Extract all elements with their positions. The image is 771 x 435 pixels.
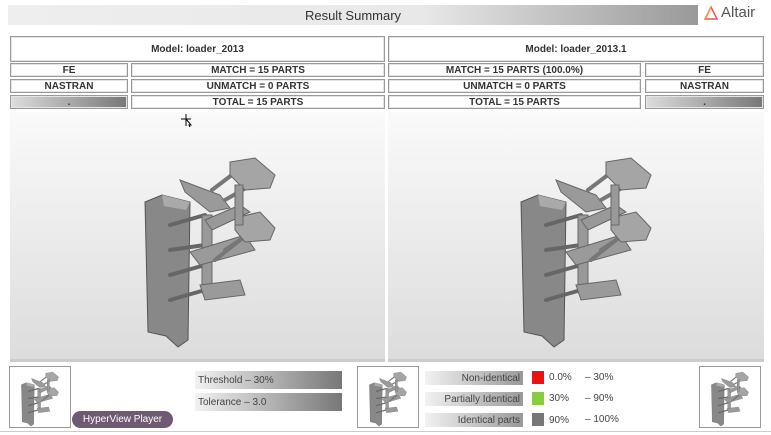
left-solver: NASTRAN: [10, 79, 128, 93]
legend-label-non-identical: Non-identical: [425, 371, 523, 385]
page-title: Result Summary: [304, 7, 402, 23]
right-color-bar: .: [645, 95, 764, 109]
left-total: TOTAL = 15 PARTS: [131, 95, 385, 109]
loader-thumbnail-icon: [20, 371, 60, 427]
right-model-viewport[interactable]: [388, 112, 764, 362]
left-thumbnail[interactable]: [9, 366, 71, 428]
right-solver-type: FE: [645, 63, 764, 77]
title-bar: Result Summary: [8, 5, 698, 25]
center-thumbnail[interactable]: [357, 366, 419, 428]
left-solver-type: FE: [10, 63, 128, 77]
left-model-name: Model: loader_2013: [10, 36, 385, 62]
loader-model: [519, 156, 653, 349]
left-unmatch: UNMATCH = 0 PARTS: [131, 79, 385, 93]
loader-model: [143, 156, 277, 349]
legend-swatch-red: [532, 371, 544, 384]
right-total: TOTAL = 15 PARTS: [388, 95, 641, 109]
left-match: MATCH = 15 PARTS: [131, 63, 385, 77]
legend-label-identical: Identical parts: [425, 413, 523, 427]
right-match: MATCH = 15 PARTS (100.0%): [388, 63, 641, 77]
move-cursor-icon: [181, 114, 193, 128]
legend-swatch-green: [532, 392, 544, 405]
loader-thumbnail-icon: [368, 371, 408, 427]
hyperview-player-button[interactable]: HyperView Player: [72, 411, 173, 428]
right-unmatch: UNMATCH = 0 PARTS: [388, 79, 641, 93]
loader-thumbnail-icon: [710, 371, 750, 427]
legend-swatch-gray: [532, 413, 544, 426]
left-model-viewport[interactable]: [10, 112, 385, 362]
right-model-name: Model: loader_2013.1: [388, 36, 764, 62]
left-color-bar: .: [10, 95, 128, 109]
right-solver: NASTRAN: [645, 79, 764, 93]
legend-label-partially-identical: Partially Identical: [425, 392, 523, 406]
right-thumbnail[interactable]: [699, 366, 761, 428]
bottom-divider: [0, 431, 771, 432]
tolerance-field: Tolerance – 3.0: [195, 393, 342, 411]
altair-logo: Altair: [704, 4, 755, 21]
threshold-field: Threshold – 30%: [195, 371, 342, 389]
altair-logo-icon: [704, 5, 718, 20]
